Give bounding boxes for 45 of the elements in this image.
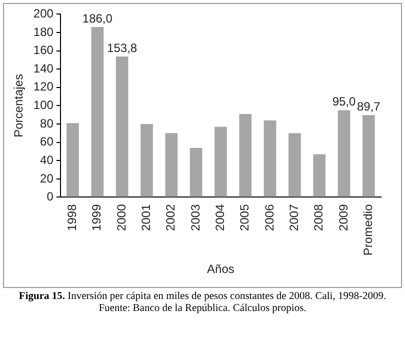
bar: [165, 133, 178, 197]
y-tick-label: 0: [46, 190, 54, 204]
y-tick-label: 60: [40, 134, 54, 149]
x-axis-title: Años: [207, 262, 234, 276]
data-label: 89,7: [356, 99, 381, 114]
x-tick-label: 2000: [114, 204, 128, 231]
bar: [190, 148, 202, 197]
bar: [362, 115, 375, 197]
y-tick-label: 100: [33, 98, 54, 112]
x-tick-label: 2004: [213, 204, 228, 231]
x-tick-label: 2008: [312, 204, 326, 231]
data-label: 153,8: [107, 40, 138, 55]
bar: [264, 120, 276, 197]
x-tick-label: 2002: [164, 204, 178, 231]
y-tick-label: 80: [40, 116, 54, 130]
bar: [338, 110, 350, 197]
data-label: 186,0: [82, 11, 113, 26]
x-tick-label: 2001: [139, 204, 154, 231]
x-tick-label: 2009: [336, 204, 350, 231]
x-tick-label: 2005: [238, 204, 252, 231]
source-note: Fuente: Banco de la República. Cálculos propios.: [98, 303, 308, 315]
x-tick-label: 1999: [90, 204, 104, 231]
bar: [288, 133, 301, 197]
y-tick-label: 20: [40, 171, 54, 186]
x-tick-label: 2003: [188, 204, 202, 231]
y-axis-title: Porcentajes: [12, 74, 26, 138]
x-tick-label: Promedio: [360, 204, 375, 256]
y-tick-label: 140: [33, 61, 54, 76]
y-tick-label: 120: [33, 80, 54, 94]
bar: [66, 123, 79, 197]
text: Figura 15. Inversión per cápita en miles de pesos constantes de 2008. Cali, 1998-2009.: [18, 291, 388, 303]
bar: [239, 114, 252, 197]
bar: [91, 27, 104, 197]
x-tick-label: 1998: [65, 204, 80, 231]
bar: [116, 56, 128, 197]
bar: [140, 124, 153, 197]
bar: [214, 126, 227, 197]
data-label: 95,0: [332, 94, 356, 109]
y-tick-label: 160: [33, 43, 54, 58]
y-tick-label: 200: [33, 6, 54, 21]
y-tick-label: 180: [33, 24, 54, 39]
bar: [313, 154, 326, 197]
x-tick-label: 2007: [287, 204, 302, 231]
x-tick-label: 2006: [262, 204, 276, 231]
y-tick-label: 40: [40, 152, 54, 167]
